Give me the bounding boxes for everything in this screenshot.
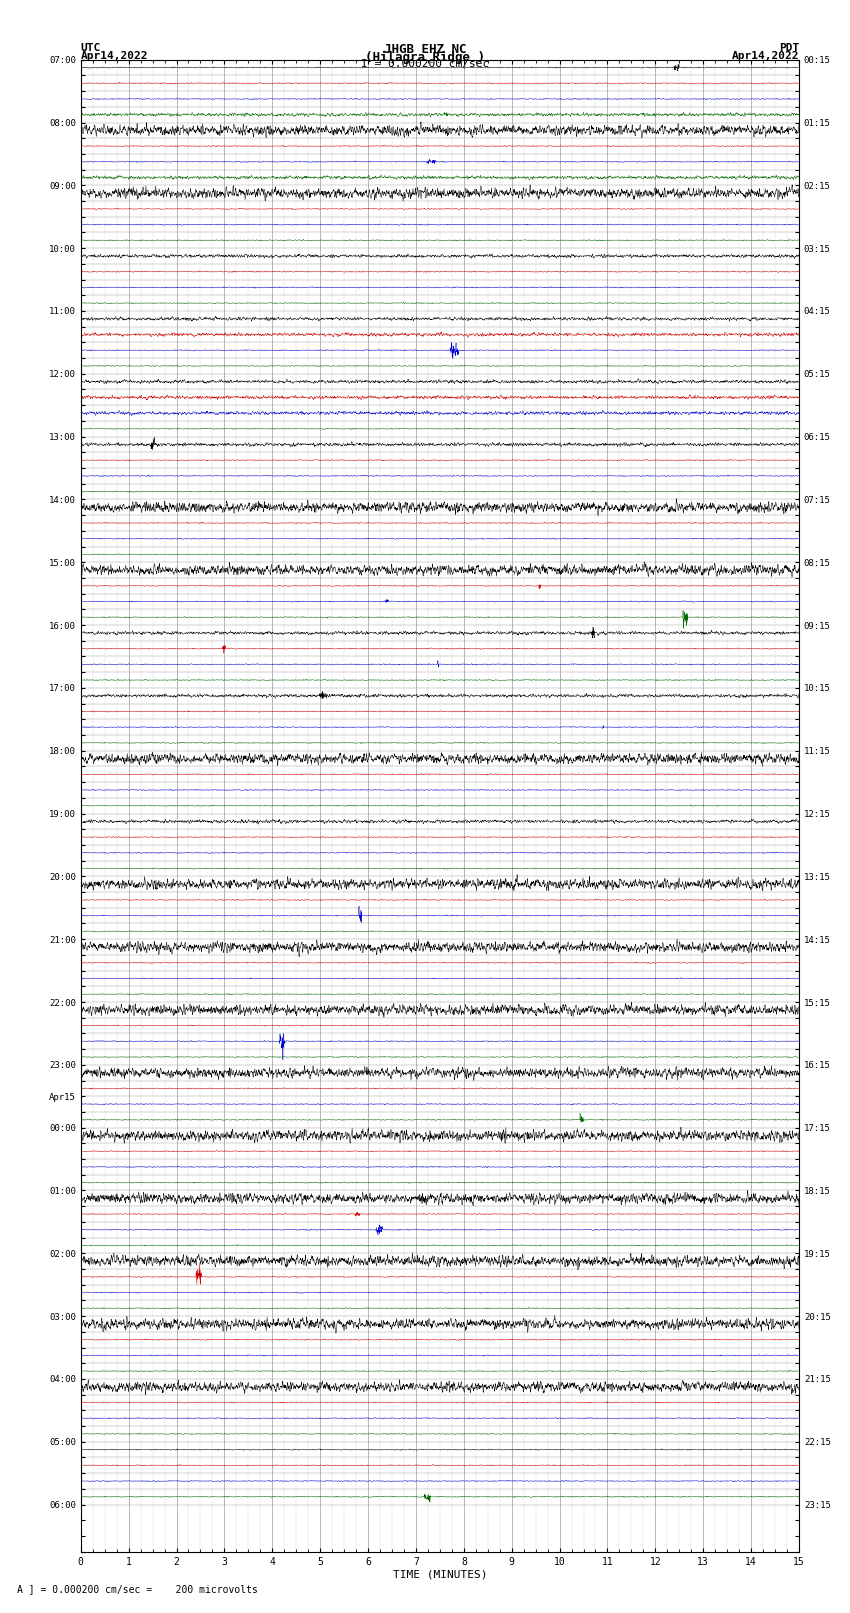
Text: (Hilagra Ridge ): (Hilagra Ridge ) [365, 50, 485, 65]
Text: Apr14,2022: Apr14,2022 [732, 50, 799, 61]
Text: PDT: PDT [779, 44, 799, 53]
Text: UTC: UTC [81, 44, 101, 53]
Text: Apr14,2022: Apr14,2022 [81, 50, 148, 61]
Text: A ] = 0.000200 cm/sec =    200 microvolts: A ] = 0.000200 cm/sec = 200 microvolts [17, 1584, 258, 1594]
Text: I = 0.000200 cm/sec: I = 0.000200 cm/sec [361, 58, 489, 69]
X-axis label: TIME (MINUTES): TIME (MINUTES) [393, 1569, 487, 1579]
Text: JHGB EHZ NC: JHGB EHZ NC [383, 44, 467, 56]
